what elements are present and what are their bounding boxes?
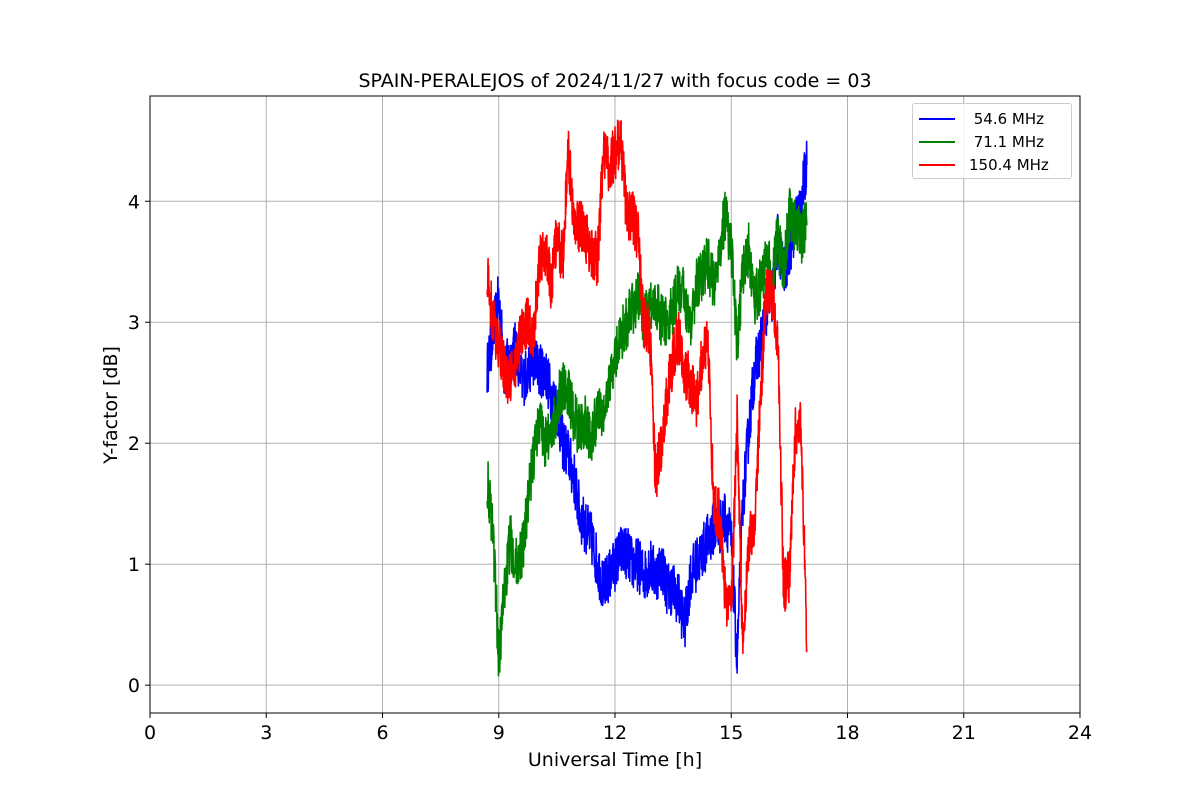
x-tick-label: 6 <box>376 722 388 744</box>
legend-item: 150.4 MHz <box>919 155 1049 175</box>
legend-label-71-1: 71.1 MHz <box>969 133 1045 151</box>
legend-label-150-4: 150.4 MHz <box>969 156 1049 174</box>
x-tick-label: 21 <box>952 722 976 744</box>
x-tick-label: 18 <box>835 722 859 744</box>
legend-swatch-54-6 <box>919 118 955 120</box>
x-tick-label: 12 <box>603 722 627 744</box>
legend-swatch-150-4 <box>919 164 955 166</box>
y-tick-label: 3 <box>128 312 140 334</box>
x-tick-label: 3 <box>260 722 272 744</box>
x-tick-label: 24 <box>1068 722 1092 744</box>
y-axis-label: Y-factor [dB] <box>100 346 122 465</box>
legend-item: 54.6 MHz <box>919 109 1044 129</box>
y-tick-label: 1 <box>128 554 140 576</box>
y-tick-label: 0 <box>128 675 140 697</box>
legend-item: 71.1 MHz <box>919 132 1044 152</box>
series-layer <box>486 119 808 677</box>
legend-label-54-6: 54.6 MHz <box>969 110 1045 128</box>
series-line-54-6 <box>486 140 808 674</box>
series-line-150-4 <box>486 119 808 655</box>
x-axis-label: Universal Time [h] <box>528 749 702 771</box>
chart-title: SPAIN-PERALEJOS of 2024/11/27 with focus… <box>358 70 871 92</box>
x-tick-label: 15 <box>719 722 743 744</box>
legend-swatch-71-1 <box>919 141 955 143</box>
y-tick-label: 2 <box>128 433 140 455</box>
y-tick-label: 4 <box>128 191 140 213</box>
x-tick-label: 9 <box>493 722 505 744</box>
series-line-71-1 <box>486 187 808 677</box>
x-tick-label: 0 <box>144 722 156 744</box>
legend: 54.6 MHz 71.1 MHz 150.4 MHz <box>912 103 1072 179</box>
